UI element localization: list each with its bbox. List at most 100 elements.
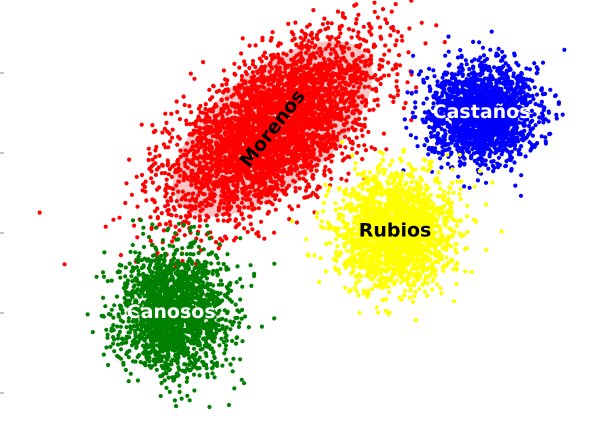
data-point	[266, 88, 271, 93]
data-point	[328, 101, 333, 106]
data-point	[208, 97, 213, 102]
data-point	[268, 99, 273, 104]
data-point	[434, 23, 439, 28]
data-point	[187, 104, 192, 109]
data-point	[278, 91, 283, 96]
data-point	[191, 128, 196, 133]
data-point	[388, 93, 393, 99]
data-point	[326, 81, 331, 86]
data-point	[222, 175, 227, 180]
data-point	[294, 148, 300, 153]
data-point	[289, 73, 294, 78]
data-point	[394, 79, 399, 84]
data-point	[375, 77, 381, 83]
data-point	[363, 75, 368, 80]
data-point	[316, 118, 321, 123]
data-point	[403, 100, 408, 106]
data-point	[236, 92, 241, 97]
data-point	[273, 71, 278, 76]
data-point	[307, 44, 313, 50]
data-point	[239, 176, 244, 182]
data-point	[222, 126, 227, 131]
data-point	[274, 159, 279, 164]
data-point	[283, 66, 288, 71]
data-point	[527, 77, 533, 82]
data-point	[245, 229, 250, 235]
data-point	[390, 67, 395, 72]
data-point	[312, 89, 317, 94]
data-point	[322, 16, 327, 21]
data-point	[166, 172, 171, 177]
data-point	[228, 157, 233, 162]
data-point	[177, 117, 182, 122]
data-point	[391, 28, 396, 33]
data-point	[325, 139, 331, 144]
data-point	[339, 97, 345, 103]
data-point	[188, 71, 193, 76]
data-point	[325, 63, 330, 68]
data-point	[241, 216, 246, 221]
data-point	[320, 127, 326, 132]
data-point	[271, 179, 276, 184]
data-point	[242, 115, 247, 120]
data-point	[252, 193, 257, 198]
data-point	[361, 70, 366, 75]
data-point	[377, 63, 382, 68]
data-point	[190, 140, 195, 145]
data-point	[239, 168, 244, 173]
data-point	[201, 60, 206, 65]
data-point	[375, 15, 380, 20]
data-point	[333, 123, 338, 128]
data-point	[248, 115, 254, 120]
data-point	[215, 141, 220, 146]
data-point	[243, 109, 249, 114]
data-point	[319, 123, 324, 128]
data-point	[221, 68, 226, 73]
data-point	[339, 176, 344, 181]
data-point	[203, 198, 208, 204]
data-point	[175, 142, 180, 147]
data-point	[247, 43, 252, 48]
data-point	[320, 22, 325, 27]
data-point	[279, 78, 284, 83]
data-point	[323, 105, 328, 110]
data-point	[230, 129, 235, 134]
data-point	[560, 112, 565, 117]
data-point	[196, 115, 201, 120]
data-point	[192, 76, 197, 81]
data-point	[315, 195, 320, 200]
data-point	[246, 197, 251, 202]
data-point	[111, 217, 116, 222]
data-point	[263, 180, 268, 185]
data-point	[351, 84, 356, 89]
data-point	[216, 134, 221, 139]
data-point	[205, 180, 210, 185]
data-point	[178, 148, 183, 153]
data-point	[255, 69, 260, 74]
data-point	[386, 60, 391, 65]
data-point	[163, 188, 168, 193]
data-point	[254, 101, 259, 106]
data-point	[335, 9, 341, 14]
data-point	[307, 71, 312, 76]
data-point	[198, 126, 203, 131]
data-point	[221, 218, 226, 223]
data-point	[312, 45, 317, 50]
data-point	[208, 119, 213, 124]
data-point	[157, 222, 162, 227]
data-point	[153, 172, 158, 177]
data-point	[270, 30, 275, 35]
data-point	[183, 204, 188, 209]
data-point	[282, 169, 287, 174]
data-point	[270, 57, 275, 62]
data-point	[346, 62, 351, 67]
data-point	[333, 94, 338, 99]
data-point	[203, 106, 208, 112]
data-point	[358, 77, 363, 82]
data-point	[190, 191, 195, 197]
data-point	[303, 35, 308, 40]
data-point	[225, 204, 230, 209]
data-point	[287, 131, 292, 136]
data-point	[340, 44, 345, 50]
data-point	[233, 225, 238, 230]
